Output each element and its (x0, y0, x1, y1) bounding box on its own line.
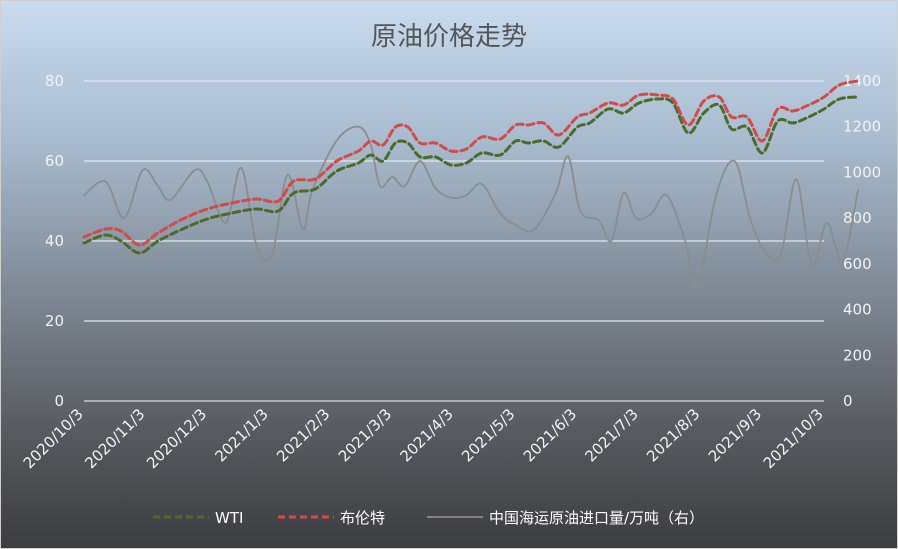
y-left-tick-label: 80 (45, 72, 64, 90)
legend: WTI 布伦特 中国海运原油进口量/万吨（右） (153, 509, 704, 527)
y-axis-left: 0 20 40 60 80 (45, 72, 64, 410)
legend-label-2: 中国海运原油进口量/万吨（右） (489, 509, 704, 527)
series-line-2 (83, 125, 859, 289)
legend-label-1: 布伦特 (340, 509, 385, 527)
y-left-tick-label: 60 (45, 152, 64, 170)
series-layer (82, 79, 860, 289)
y-right-tick-label: 600 (843, 255, 872, 273)
y-right-tick-label: 0 (843, 392, 853, 410)
series-line-1 (82, 79, 860, 247)
legend-label-0: WTI (215, 509, 243, 527)
y-right-tick-label: 1200 (843, 118, 881, 136)
grid-layer (84, 80, 824, 402)
y-right-tick-label: 400 (843, 301, 872, 319)
chart-title: 原油价格走势 (371, 22, 527, 52)
y-right-tick-label: 800 (843, 209, 872, 227)
series-line-0 (82, 95, 860, 255)
y-right-tick-label: 1000 (843, 163, 881, 181)
y-right-tick-label: 200 (843, 346, 872, 364)
y-right-tick-label: 1400 (843, 72, 881, 90)
y-left-tick-label: 20 (45, 312, 64, 330)
y-left-tick-label: 0 (54, 392, 64, 410)
y-axis-right: 0 200 400 600 800 1000 1200 1400 (843, 72, 881, 410)
y-left-tick-label: 40 (45, 232, 64, 250)
